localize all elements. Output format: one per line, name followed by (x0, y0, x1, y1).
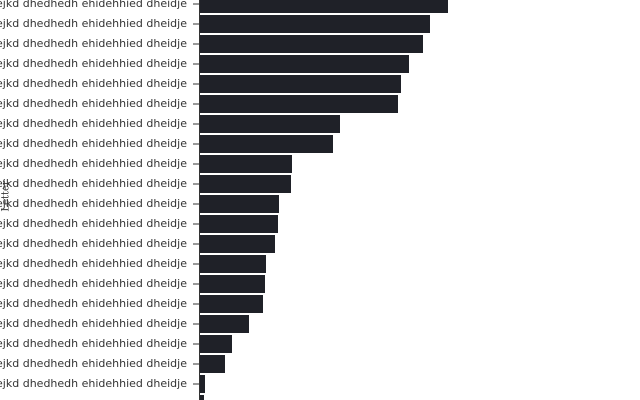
y-tick-label: k djdejkd dhedhedh ehidehhied dheidje (0, 77, 187, 90)
y-tick-label: k djdejkd dhedhedh ehidehhied dheidje (0, 157, 187, 170)
y-tick-label: k djdejkd dhedhedh ehidehhied dheidje (0, 17, 187, 30)
bar (200, 75, 401, 93)
bar (200, 315, 249, 333)
bar (200, 155, 292, 173)
y-tick-label: k djdejkd dhedhedh ehidehhied dheidje (0, 217, 187, 230)
y-axis-title: Letter (1, 180, 12, 212)
bar (200, 395, 204, 400)
bar (200, 0, 448, 13)
y-tick-label: k djdejkd dhedhedh ehidehhied dheidje (0, 317, 187, 330)
bar (200, 195, 279, 213)
y-tick-label: k djdejkd dhedhedh ehidehhied dheidje (0, 97, 187, 110)
y-tick-label: k djdejkd dhedhedh ehidehhied dheidje (0, 57, 187, 70)
bar (200, 55, 409, 73)
y-tick-label: k djdejkd dhedhedh ehidehhied dheidje (0, 257, 187, 270)
bar (200, 255, 266, 273)
y-tick-label: k djdejkd dhedhedh ehidehhied dheidje (0, 177, 187, 190)
bar (200, 15, 430, 33)
bar (200, 35, 423, 53)
bar (200, 375, 205, 393)
y-tick-label: k djdejkd dhedhedh ehidehhied dheidje (0, 277, 187, 290)
bar (200, 115, 340, 133)
bar (200, 95, 398, 113)
y-tick-label: k djdejkd dhedhedh ehidehhied dheidje (0, 37, 187, 50)
bar (200, 215, 278, 233)
bar (200, 275, 265, 293)
bar (200, 355, 225, 373)
bar (200, 175, 291, 193)
y-tick-label: k djdejkd dhedhedh ehidehhied dheidje (0, 377, 187, 390)
bar (200, 235, 275, 253)
y-tick-label: k djdejkd dhedhedh ehidehhied dheidje (0, 337, 187, 350)
y-tick-label: k djdejkd dhedhedh ehidehhied dheidje (0, 197, 187, 210)
bar (200, 335, 232, 353)
y-tick-label: k djdejkd dhedhedh ehidehhied dheidje (0, 117, 187, 130)
bar (200, 135, 333, 153)
y-tick-label: k djdejkd dhedhedh ehidehhied dheidje (0, 357, 187, 370)
bar (200, 295, 263, 313)
y-tick-label: k djdejkd dhedhedh ehidehhied dheidje (0, 137, 187, 150)
y-tick-label: k djdejkd dhedhedh ehidehhied dheidje (0, 297, 187, 310)
y-tick-label: k djdejkd dhedhedh ehidehhied dheidje (0, 237, 187, 250)
y-tick-label: k djdejkd dhedhedh ehidehhied dheidje (0, 0, 187, 10)
